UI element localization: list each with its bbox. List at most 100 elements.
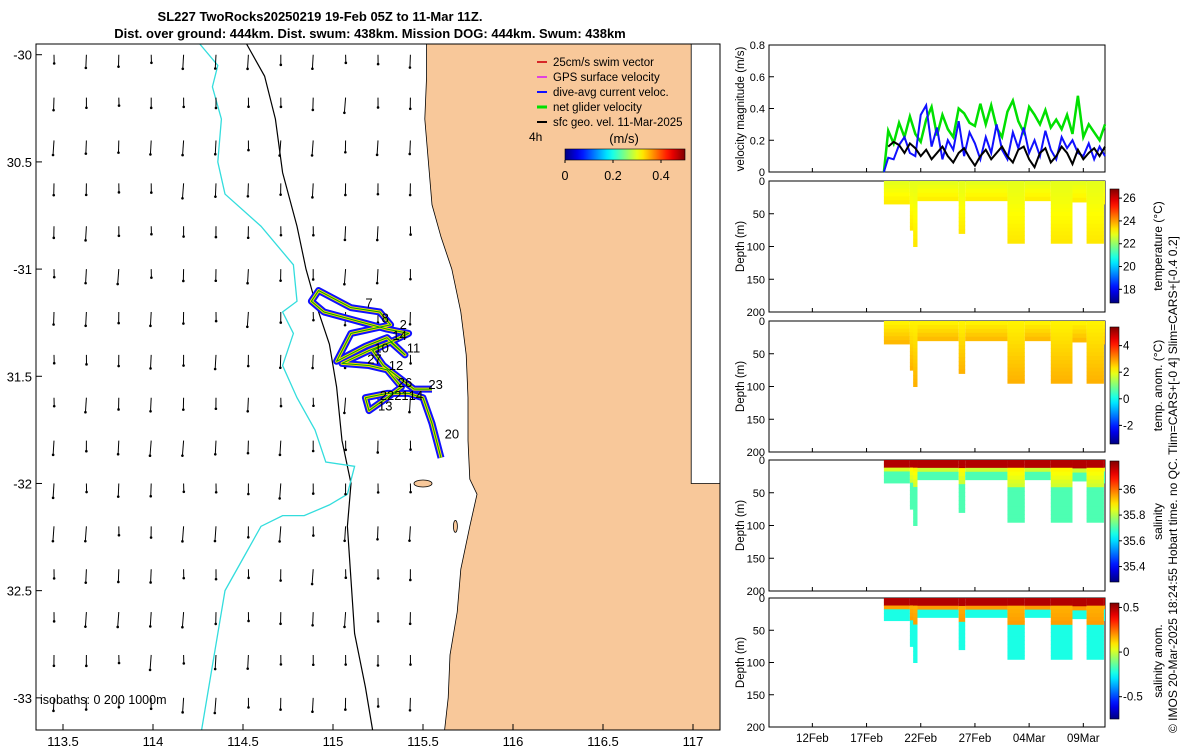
section-cell [917,188,959,194]
section-cell [1007,475,1025,480]
section-cell [909,471,917,476]
section-cell [913,215,918,221]
section-cell [913,490,918,496]
section-colorbar-label: temperature (°C) [1151,201,1165,291]
section-cell [913,632,918,637]
section-cell [1007,632,1025,637]
section-cell [913,378,918,384]
geo-vector-arrowhead [148,668,152,672]
geo-vector-arrowhead [84,281,87,285]
section-cell [883,181,910,186]
section-cell [909,642,917,647]
section-colorbar-tick-label: -2 [1123,420,1133,432]
section-cell [1007,498,1025,504]
geo-vector-arrowhead [310,582,314,586]
geo-vector-arrow [149,612,152,627]
section-cell [1007,613,1025,618]
velocity-panel-frame [768,44,1106,173]
section-cell [965,192,1008,198]
section-cell [1086,356,1104,361]
section-cell [913,347,918,353]
section-cell [958,613,966,619]
geo-vector-arrowhead [182,576,186,580]
section-cell [1050,348,1073,353]
geo-vector-arrowhead [52,664,56,668]
section-cell [958,201,966,206]
section-cell [1072,472,1087,478]
section-cell [1050,332,1073,338]
section-cell [1086,624,1104,630]
section-cell [1007,483,1025,488]
geo-vector-arrow [408,397,411,413]
date-tick-label: 22Feb [904,733,937,745]
section-cell [1007,348,1025,353]
section-cell [1072,193,1087,199]
section-cell [913,624,918,629]
section-cell [913,207,918,213]
section-cell [1086,605,1104,610]
section-cell [913,344,918,349]
geo-vector-arrowhead [214,235,218,239]
section-cell [1007,216,1025,221]
section-cell [909,460,917,465]
section-cell [1103,609,1105,614]
geo-vector-arrowhead [408,107,412,111]
section-cell [917,463,959,469]
section-cell [917,336,959,342]
section-cell [909,638,917,644]
geo-vector-arrowhead [279,366,282,370]
garden-island [452,519,458,533]
geo-vector-arrowhead [116,282,119,286]
geo-vector-arrowhead [84,581,88,584]
section-cell [1007,655,1025,660]
section-cell [965,332,1008,338]
section-cell [1103,332,1105,337]
section-cell [1086,518,1104,523]
geo-vector-arrowhead [312,404,315,408]
section-y-tick-label: 50 [753,625,765,637]
section-cell [1007,188,1025,194]
geo-vector-arrowhead [310,154,314,157]
section-cell [909,601,917,606]
geo-vector-arrowhead [279,105,283,109]
track-day-label: 20 [445,426,459,441]
section-panel-frame [768,180,1106,313]
geo-vector-arrow [214,140,217,155]
section-cell [1086,460,1104,465]
section-cell [1103,460,1105,465]
section-cell [1007,506,1025,512]
geo-vector-arrowhead [247,706,250,709]
section-cell [1050,467,1073,473]
geo-vector-arrowhead [409,448,412,451]
geo-vector-arrowhead [149,536,153,539]
section-cell [1086,651,1104,656]
section-cell [1086,332,1104,338]
section-cell [965,471,1008,477]
geo-vector-arrow [52,140,55,156]
section-cell [1024,184,1051,190]
geo-vector-arrowhead [343,323,347,327]
map-colorbar-label: (m/s) [609,131,639,146]
geo-vector-arrowhead [51,153,55,157]
section-cell [913,620,918,626]
section-cell [1007,620,1025,626]
section-cell [1007,321,1025,326]
geo-vector-arrowhead [408,322,412,326]
section-cell [1007,510,1025,515]
track-day-label: 23 [428,377,442,392]
section-cell [1050,598,1073,603]
section-cell [1050,192,1073,198]
section-cell [1086,344,1104,349]
geo-vector-arrowhead [117,533,121,537]
geo-vector-arrowhead [52,62,56,65]
section-cell [913,351,918,357]
section-cell [917,332,959,338]
section-cell [1007,471,1025,477]
section-cell [913,635,918,641]
section-y-tick-label: 100 [747,382,765,394]
section-cell [913,200,918,205]
geo-vector-arrowhead [52,404,56,408]
section-cell [909,184,917,190]
section-cell [883,200,910,205]
section-y-tick-label: 100 [747,242,765,254]
